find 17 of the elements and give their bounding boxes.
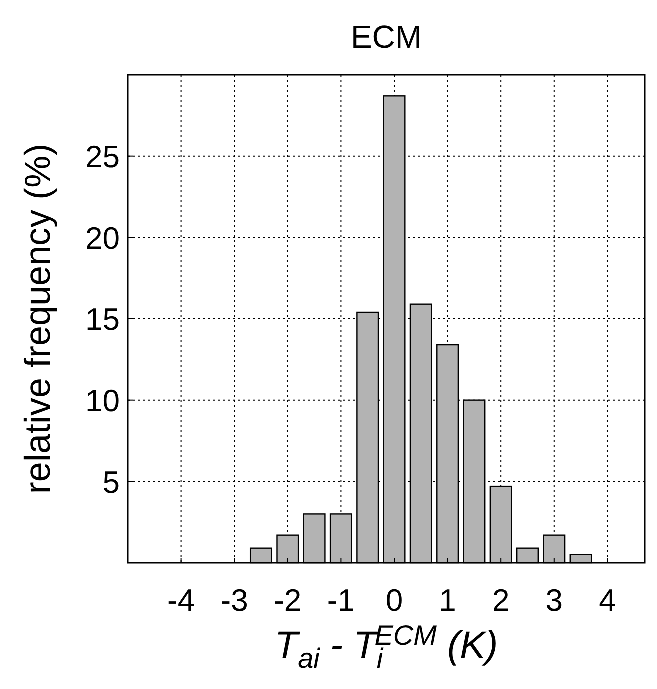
x-tick-label: 0	[386, 583, 404, 618]
y-tick-label: 20	[86, 220, 120, 256]
x-axis-title: T$_{ai}$ - T$_{i}$$^{ECM}$ (K)	[274, 620, 498, 674]
x-tick-label: -3	[220, 583, 248, 618]
y-tick-label: 25	[86, 139, 120, 174]
x-tick-label: -4	[168, 583, 196, 618]
x-tick-label: -1	[327, 583, 355, 618]
y-tick-label: 10	[86, 383, 120, 418]
x-tick-label: 2	[492, 583, 510, 618]
y-axis-title: relative frequency (%)	[17, 144, 58, 494]
chart-title: ECM	[350, 19, 422, 55]
x-tick-label: -2	[274, 583, 302, 618]
x-tick-label: 3	[546, 583, 564, 618]
y-tick-label: 15	[86, 302, 120, 338]
y-tick-label: 5	[102, 464, 120, 500]
x-tick-label: 4	[599, 583, 616, 618]
x-tick-label: 1	[439, 583, 456, 618]
